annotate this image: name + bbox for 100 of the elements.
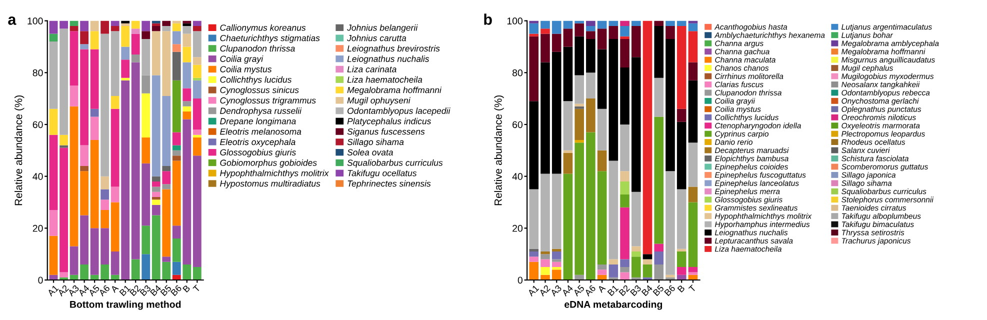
bar: [676, 189, 686, 249]
bar: [597, 28, 607, 50]
legend-label: Coilia mystus: [220, 66, 272, 74]
bar: [192, 134, 202, 138]
bar: [563, 150, 573, 153]
bar: [563, 20, 573, 29]
bar: [142, 226, 150, 254]
bar: [597, 270, 607, 275]
bar: [529, 248, 539, 252]
bar: [152, 200, 160, 205]
legend-label: Callionymus koreanus: [220, 24, 306, 33]
x-tick-label: A4: [561, 284, 574, 297]
bar: [142, 75, 150, 94]
bar: [110, 31, 120, 96]
x-tick-label: B4: [641, 284, 653, 296]
bar: [552, 267, 562, 270]
y-tick-label: 0: [38, 276, 43, 284]
bar: [586, 72, 596, 99]
x-tick-label: A2: [57, 284, 70, 297]
x-tick-label: T: [192, 284, 201, 293]
x-tick-label: B4: [150, 284, 162, 296]
bar: [60, 28, 68, 135]
bar: [152, 204, 160, 216]
bar: [586, 38, 596, 73]
bar: [574, 36, 584, 76]
bar: [631, 192, 641, 246]
bar: [80, 20, 89, 32]
bar: [49, 134, 58, 210]
bar: [654, 20, 664, 26]
bar: [574, 20, 584, 24]
bar: [172, 156, 181, 161]
bar: [49, 210, 58, 236]
y-tick-label: 100: [507, 18, 523, 24]
bar: [192, 78, 202, 80]
legend-label: Takifugu ocellatus: [348, 170, 417, 178]
bar: [172, 145, 181, 150]
bar: [563, 101, 573, 150]
bar: [182, 88, 192, 102]
bar: [688, 267, 698, 272]
bar: [608, 20, 618, 26]
bar: [162, 20, 171, 26]
x-tick-label: A3: [550, 284, 562, 297]
bar: [152, 20, 160, 24]
bar: [121, 60, 130, 78]
bar: [60, 145, 68, 148]
bar: [182, 62, 192, 88]
bar: [552, 259, 562, 262]
bar: [642, 20, 652, 254]
bar: [142, 38, 150, 76]
bar: [586, 31, 596, 39]
bar: [688, 62, 698, 80]
chart-title: a: [8, 16, 16, 25]
legend-label: Leiognathus brevirostris: [347, 45, 440, 54]
bar: [192, 57, 202, 65]
bar: [563, 46, 573, 102]
bar: [182, 106, 192, 112]
bar: [100, 176, 110, 190]
bar: [540, 267, 550, 275]
y-axis-title: Relative abundance (%): [494, 95, 504, 206]
bar: [192, 31, 202, 58]
bar: [574, 140, 584, 143]
bar: [563, 152, 573, 174]
x-tick-label: B6: [664, 284, 676, 296]
bar: [529, 189, 539, 249]
bar: [100, 189, 110, 200]
bar: [620, 194, 630, 208]
bar: [688, 142, 698, 187]
bar: [172, 52, 181, 80]
bar: [631, 57, 641, 192]
bar: [49, 108, 58, 135]
bar: [608, 259, 618, 264]
legend-label: Liza haematocheila: [347, 76, 422, 83]
bar: [192, 267, 202, 280]
bar: [676, 26, 686, 109]
x-tick-label: B5: [652, 284, 664, 296]
bar: [192, 98, 202, 130]
bar: [552, 52, 562, 174]
bar: [182, 26, 192, 34]
bar: [152, 176, 160, 182]
bar: [620, 171, 630, 182]
bar: [631, 20, 641, 26]
bar: [529, 251, 539, 257]
bar: [182, 23, 192, 26]
y-tick-label: 20: [32, 224, 43, 232]
legend-label: Eleotris oxycephala: [220, 138, 296, 147]
bar: [574, 106, 584, 109]
x-tick-label: A3: [67, 284, 80, 297]
bar: [192, 137, 202, 156]
bar: [597, 150, 607, 172]
bar: [688, 20, 698, 24]
bar: [182, 264, 192, 280]
bar: [131, 259, 140, 280]
bar: [142, 31, 150, 39]
bar: [552, 251, 562, 260]
bar: [192, 64, 202, 78]
legend-label: Megalobrama hoffmanni: [347, 86, 442, 95]
bar: [642, 254, 652, 260]
x-tick-label: A1: [46, 284, 59, 297]
bar: [192, 156, 202, 268]
bar: [152, 197, 160, 200]
